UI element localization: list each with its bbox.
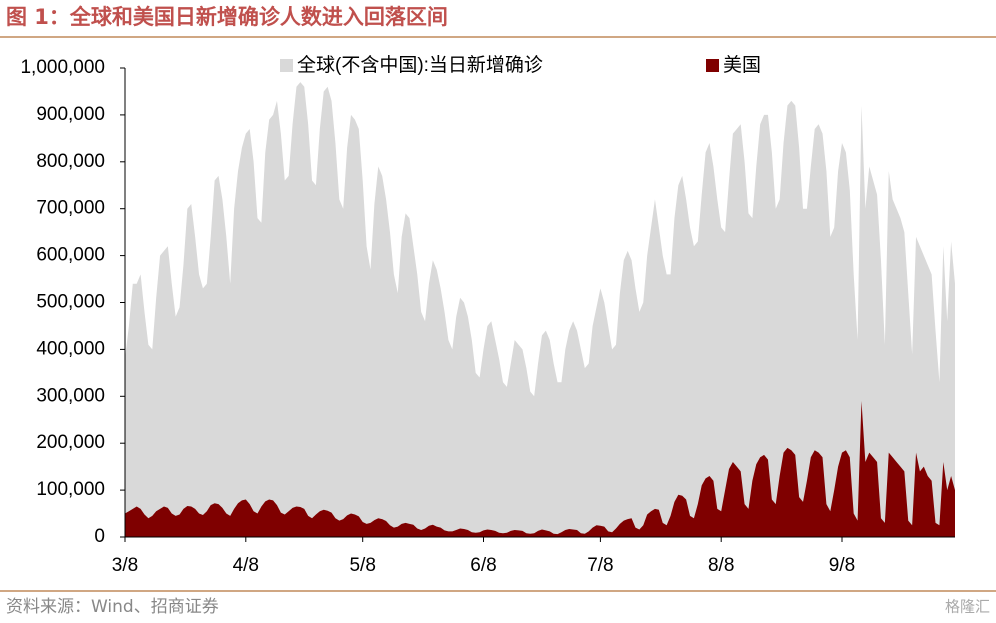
chart-title: 图 1：全球和美国日新增确诊人数进入回落区间 <box>6 5 448 29</box>
area <box>125 400 955 537</box>
y-tick-label: 400,000 <box>36 338 105 359</box>
x-tick-label: 4/8 <box>233 555 259 576</box>
plot: 0 100,000 200,000 300,000 400,000 500,000 600,… <box>20 54 955 576</box>
y-tick-label: 500,000 <box>36 292 105 313</box>
x-tick-label: 8/8 <box>708 555 734 576</box>
y-tick-label: 900,000 <box>36 104 105 125</box>
y-tick-label: 600,000 <box>36 245 105 266</box>
x-tick-label: 6/8 <box>470 555 496 576</box>
x-tick-label: 5/8 <box>349 555 375 576</box>
legend-swatch <box>706 59 719 72</box>
y-tick-label: 200,000 <box>36 432 105 453</box>
area <box>125 82 955 537</box>
y-tick-label: 800,000 <box>36 151 105 172</box>
y-tick-label: 100,000 <box>36 479 105 500</box>
y-tick-label: 700,000 <box>36 198 105 219</box>
legend-label: 美国 <box>723 54 761 76</box>
x-tick-label: 3/8 <box>112 555 138 576</box>
x-tick-label: 7/8 <box>587 555 613 576</box>
source: 资料来源：Wind、招商证券 <box>6 597 219 617</box>
y-tick-label: 1,000,000 <box>20 57 105 78</box>
watermark: 格隆汇 <box>945 598 990 616</box>
y-tick-label: 0 <box>94 526 105 547</box>
x-tick-label: 9/8 <box>829 555 855 576</box>
legend-swatch <box>280 59 293 72</box>
legend-label: 全球(不含中国):当日新增确诊 <box>297 54 543 76</box>
y-tick-label: 300,000 <box>36 385 105 406</box>
